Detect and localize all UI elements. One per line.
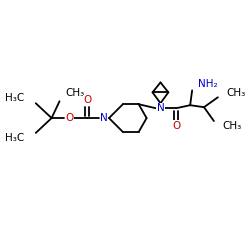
Text: CH₃: CH₃: [227, 88, 246, 98]
Text: O: O: [172, 121, 180, 131]
Text: O: O: [65, 113, 74, 123]
Text: O: O: [83, 95, 91, 105]
Text: NH₂: NH₂: [198, 80, 218, 90]
Text: N: N: [156, 103, 164, 113]
Text: H₃C: H₃C: [5, 133, 24, 143]
Text: N: N: [100, 113, 108, 123]
Text: CH₃: CH₃: [66, 88, 85, 98]
Text: CH₃: CH₃: [223, 121, 242, 131]
Text: H₃C: H₃C: [5, 93, 24, 103]
